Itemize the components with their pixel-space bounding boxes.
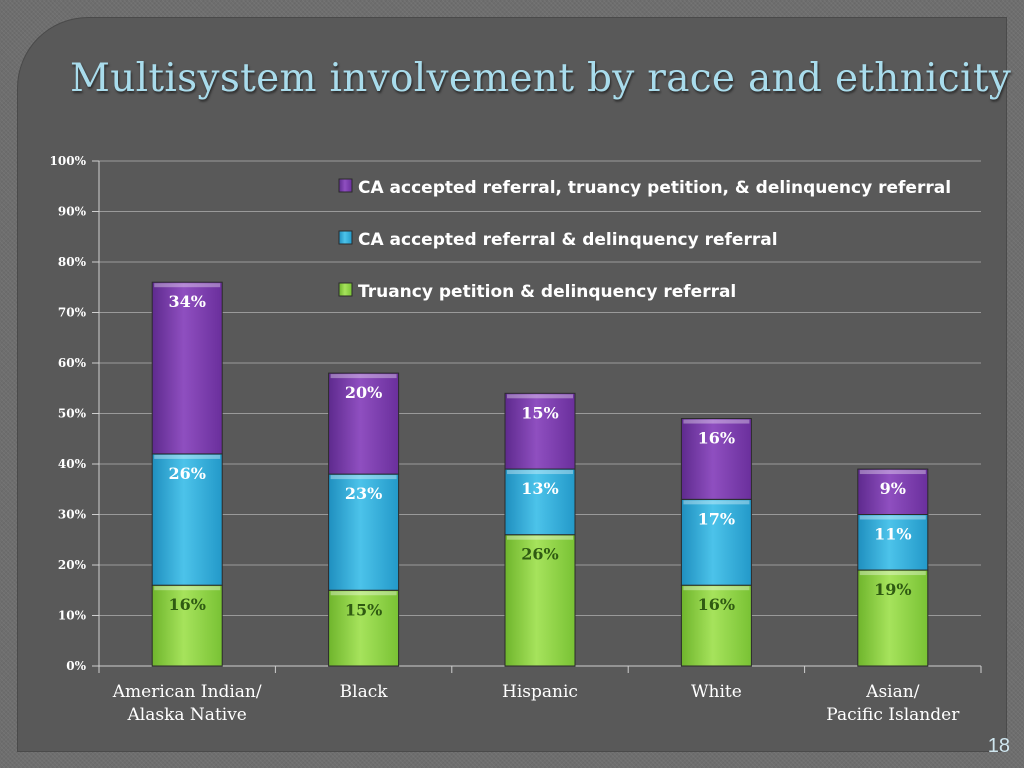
y-tick-label: 60%	[58, 356, 87, 370]
data-label: 23%	[345, 484, 382, 503]
data-label: 16%	[168, 595, 205, 614]
data-label: 11%	[874, 525, 911, 544]
bars: 16% 26% 34% 15% 23% 20% 26% 13% 15% 16% 17% 16% 19% 1…	[151, 281, 929, 667]
y-tick-label: 20%	[58, 558, 87, 572]
x-category-label: Asian/Pacific Islander	[826, 682, 960, 725]
bar-segment-ca-delinquency	[328, 473, 400, 591]
y-tick-label: 40%	[58, 457, 87, 471]
bar-bevel-highlight	[859, 470, 926, 475]
x-category-label: White	[691, 682, 742, 702]
data-label: 26%	[168, 464, 205, 483]
x-category-label: Black	[340, 682, 389, 702]
gridlines	[99, 160, 981, 667]
data-label: 16%	[698, 595, 735, 614]
data-label: 17%	[698, 509, 735, 528]
legend: CA accepted referral, truancy petition, …	[338, 178, 951, 302]
bar-bevel-highlight	[330, 374, 397, 379]
bar-bevel-highlight	[154, 454, 221, 459]
bar-bevel-highlight	[154, 586, 221, 591]
x-category-label: American Indian/Alaska Native	[112, 682, 262, 725]
legend-swatch	[338, 282, 353, 297]
legend-label: CA accepted referral & delinquency refer…	[358, 230, 778, 250]
data-label: 26%	[521, 545, 558, 564]
data-label: 13%	[521, 479, 558, 498]
bar-bevel-highlight	[330, 475, 397, 480]
data-label: 15%	[521, 403, 558, 422]
bar-segment-all-three	[680, 418, 752, 500]
y-tick-label: 10%	[58, 609, 87, 623]
bar-segment-all-three	[857, 468, 929, 515]
y-tick-label: 90%	[58, 205, 87, 219]
page-number: 18	[987, 735, 1010, 757]
bar-bevel-highlight	[859, 571, 926, 576]
data-label: 16%	[698, 429, 735, 448]
data-label: 34%	[168, 292, 205, 311]
legend-swatch	[338, 230, 353, 245]
y-tick-label: 70%	[58, 306, 87, 320]
bar-bevel-highlight	[683, 500, 750, 505]
data-label: 15%	[345, 600, 382, 619]
bar-segment-all-three	[328, 372, 400, 475]
legend-label: Truancy petition & delinquency referral	[358, 282, 736, 302]
x-axis: American Indian/Alaska Native Black Hispan…	[98, 665, 982, 725]
bar-bevel-highlight	[507, 394, 573, 399]
bar-bevel-highlight	[154, 283, 221, 288]
y-tick-label: 50%	[58, 407, 87, 421]
data-label: 9%	[880, 479, 906, 498]
x-category-label: Hispanic	[502, 682, 578, 702]
bar-bevel-highlight	[683, 419, 750, 424]
legend-label: CA accepted referral, truancy petition, …	[358, 178, 951, 198]
y-tick-label: 100%	[50, 154, 87, 168]
data-label: 19%	[874, 580, 911, 599]
slide-title: Multisystem involvement by race and ethn…	[70, 56, 1012, 101]
y-tick-label: 0%	[66, 659, 86, 673]
bar-bevel-highlight	[507, 535, 573, 540]
bar-segment-truancy	[680, 584, 752, 667]
y-tick-label: 30%	[58, 508, 87, 522]
bar-bevel-highlight	[507, 470, 573, 475]
bar-bevel-highlight	[859, 515, 926, 520]
bar-segment-all-three	[151, 281, 223, 455]
bar-bevel-highlight	[683, 586, 750, 591]
bar-segment-ca-delinquency	[151, 453, 223, 586]
bar-segment-ca-delinquency	[857, 514, 929, 571]
data-label: 20%	[345, 383, 382, 402]
bar-segment-truancy	[151, 584, 223, 667]
bar-bevel-highlight	[330, 591, 397, 596]
y-axis: 0% 10% 20% 30% 40% 50% 60% 70% 80% 90% 100%	[50, 154, 100, 673]
bar-segment-ca-delinquency	[680, 498, 752, 586]
y-tick-label: 80%	[58, 255, 87, 269]
legend-swatch	[338, 178, 353, 193]
bar-segment-truancy	[328, 589, 400, 667]
bar-segment-truancy	[504, 534, 576, 667]
bar-segment-all-three	[504, 392, 576, 470]
